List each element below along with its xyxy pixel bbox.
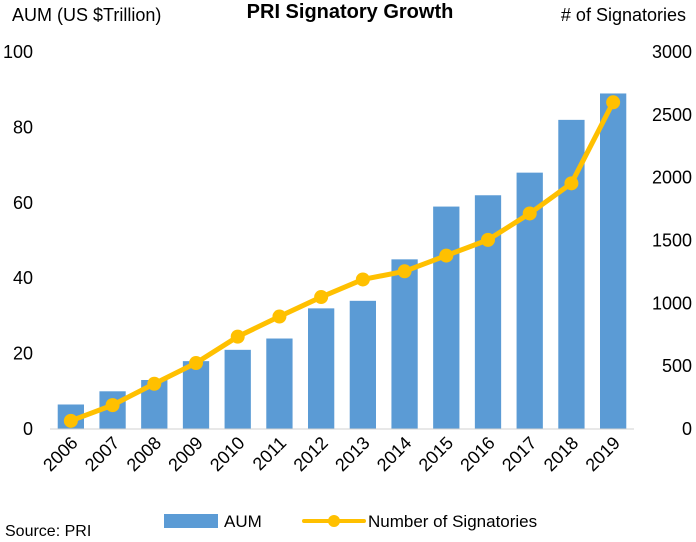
x-tick-label: 2012 [290, 433, 332, 475]
signatories-point-2017 [522, 206, 537, 221]
signatories-point-2011 [272, 309, 287, 324]
signatories-point-2018 [564, 176, 579, 191]
bar-aum-2010 [224, 349, 251, 429]
source-note: Source: PRI [5, 523, 91, 540]
legend-aum-swatch [164, 514, 218, 528]
x-tick-label: 2015 [415, 433, 457, 475]
right-tick-label: 1000 [652, 293, 692, 313]
chart-title: PRI Signatory Growth [247, 1, 454, 23]
bar-aum-2012 [308, 308, 335, 429]
left-tick-label: 0 [23, 419, 33, 439]
bar-aum-2009 [182, 361, 210, 429]
left-tick-label: 100 [3, 42, 33, 62]
left-tick-label: 40 [13, 268, 33, 288]
x-tick-label: 2016 [456, 433, 498, 475]
left-tick-label: 20 [13, 344, 33, 364]
signatories-point-2015 [439, 248, 454, 263]
x-tick-label: 2007 [81, 433, 123, 475]
x-tick-label: 2006 [39, 433, 81, 475]
left-axis-label: AUM (US $Trillion) [12, 5, 161, 25]
signatories-line [68, 99, 616, 424]
signatories-point-2009 [189, 356, 203, 371]
legend-signatories-marker [328, 515, 340, 527]
bar-aum-2014 [391, 259, 418, 429]
x-tick-label: 2013 [331, 433, 373, 475]
signatories-point-2016 [481, 232, 495, 247]
signatories-point-2012 [314, 290, 329, 305]
aum-bars [57, 93, 627, 430]
x-tick-label: 2011 [249, 433, 291, 475]
signatories-point-2006 [63, 413, 78, 428]
right-tick-label: 0 [682, 419, 692, 439]
legend: AUM Number of Signatories [164, 512, 537, 531]
right-tick-label: 1500 [652, 231, 692, 251]
right-tick-label: 2500 [652, 105, 692, 125]
right-tick-label: 2000 [652, 168, 692, 188]
signatories-point-2014 [397, 264, 412, 279]
bar-aum-2019 [600, 93, 627, 429]
x-tick-label: 2009 [164, 433, 206, 475]
x-tick-label: 2017 [498, 433, 540, 475]
right-axis: 0 500 1000 1500 2000 2500 3000 [652, 42, 692, 439]
signatories-point-2013 [355, 272, 370, 287]
bar-aum-2015 [433, 206, 460, 429]
left-axis: 0 20 40 60 80 100 [3, 42, 33, 439]
signatories-point-2007 [105, 398, 120, 413]
x-tick-label: 2008 [123, 433, 165, 475]
bar-aum-2013 [349, 300, 376, 429]
signatories-point-2010 [230, 329, 245, 344]
signatories-point-2019 [606, 95, 621, 110]
legend-aum-label: AUM [224, 512, 262, 531]
right-tick-label: 500 [662, 356, 692, 376]
x-tick-label: 2014 [373, 433, 415, 475]
right-axis-label: # of Signatories [561, 5, 686, 25]
x-tick-label: 2010 [206, 433, 248, 475]
right-tick-label: 3000 [652, 42, 692, 62]
signatories-line-series [63, 95, 621, 428]
left-tick-label: 60 [13, 193, 33, 213]
signatories-point-2008 [147, 376, 162, 391]
legend-signatories-label: Number of Signatories [368, 512, 537, 531]
left-tick-label: 80 [13, 117, 33, 137]
x-axis-categories: 2006 2007 2008 2009 2010 2011 2012 2013 2014 2015… [39, 433, 624, 475]
x-tick-label: 2018 [540, 433, 582, 475]
x-tick-label: 2019 [582, 433, 624, 475]
bar-aum-2016 [474, 195, 502, 429]
bar-aum-2011 [266, 338, 293, 429]
